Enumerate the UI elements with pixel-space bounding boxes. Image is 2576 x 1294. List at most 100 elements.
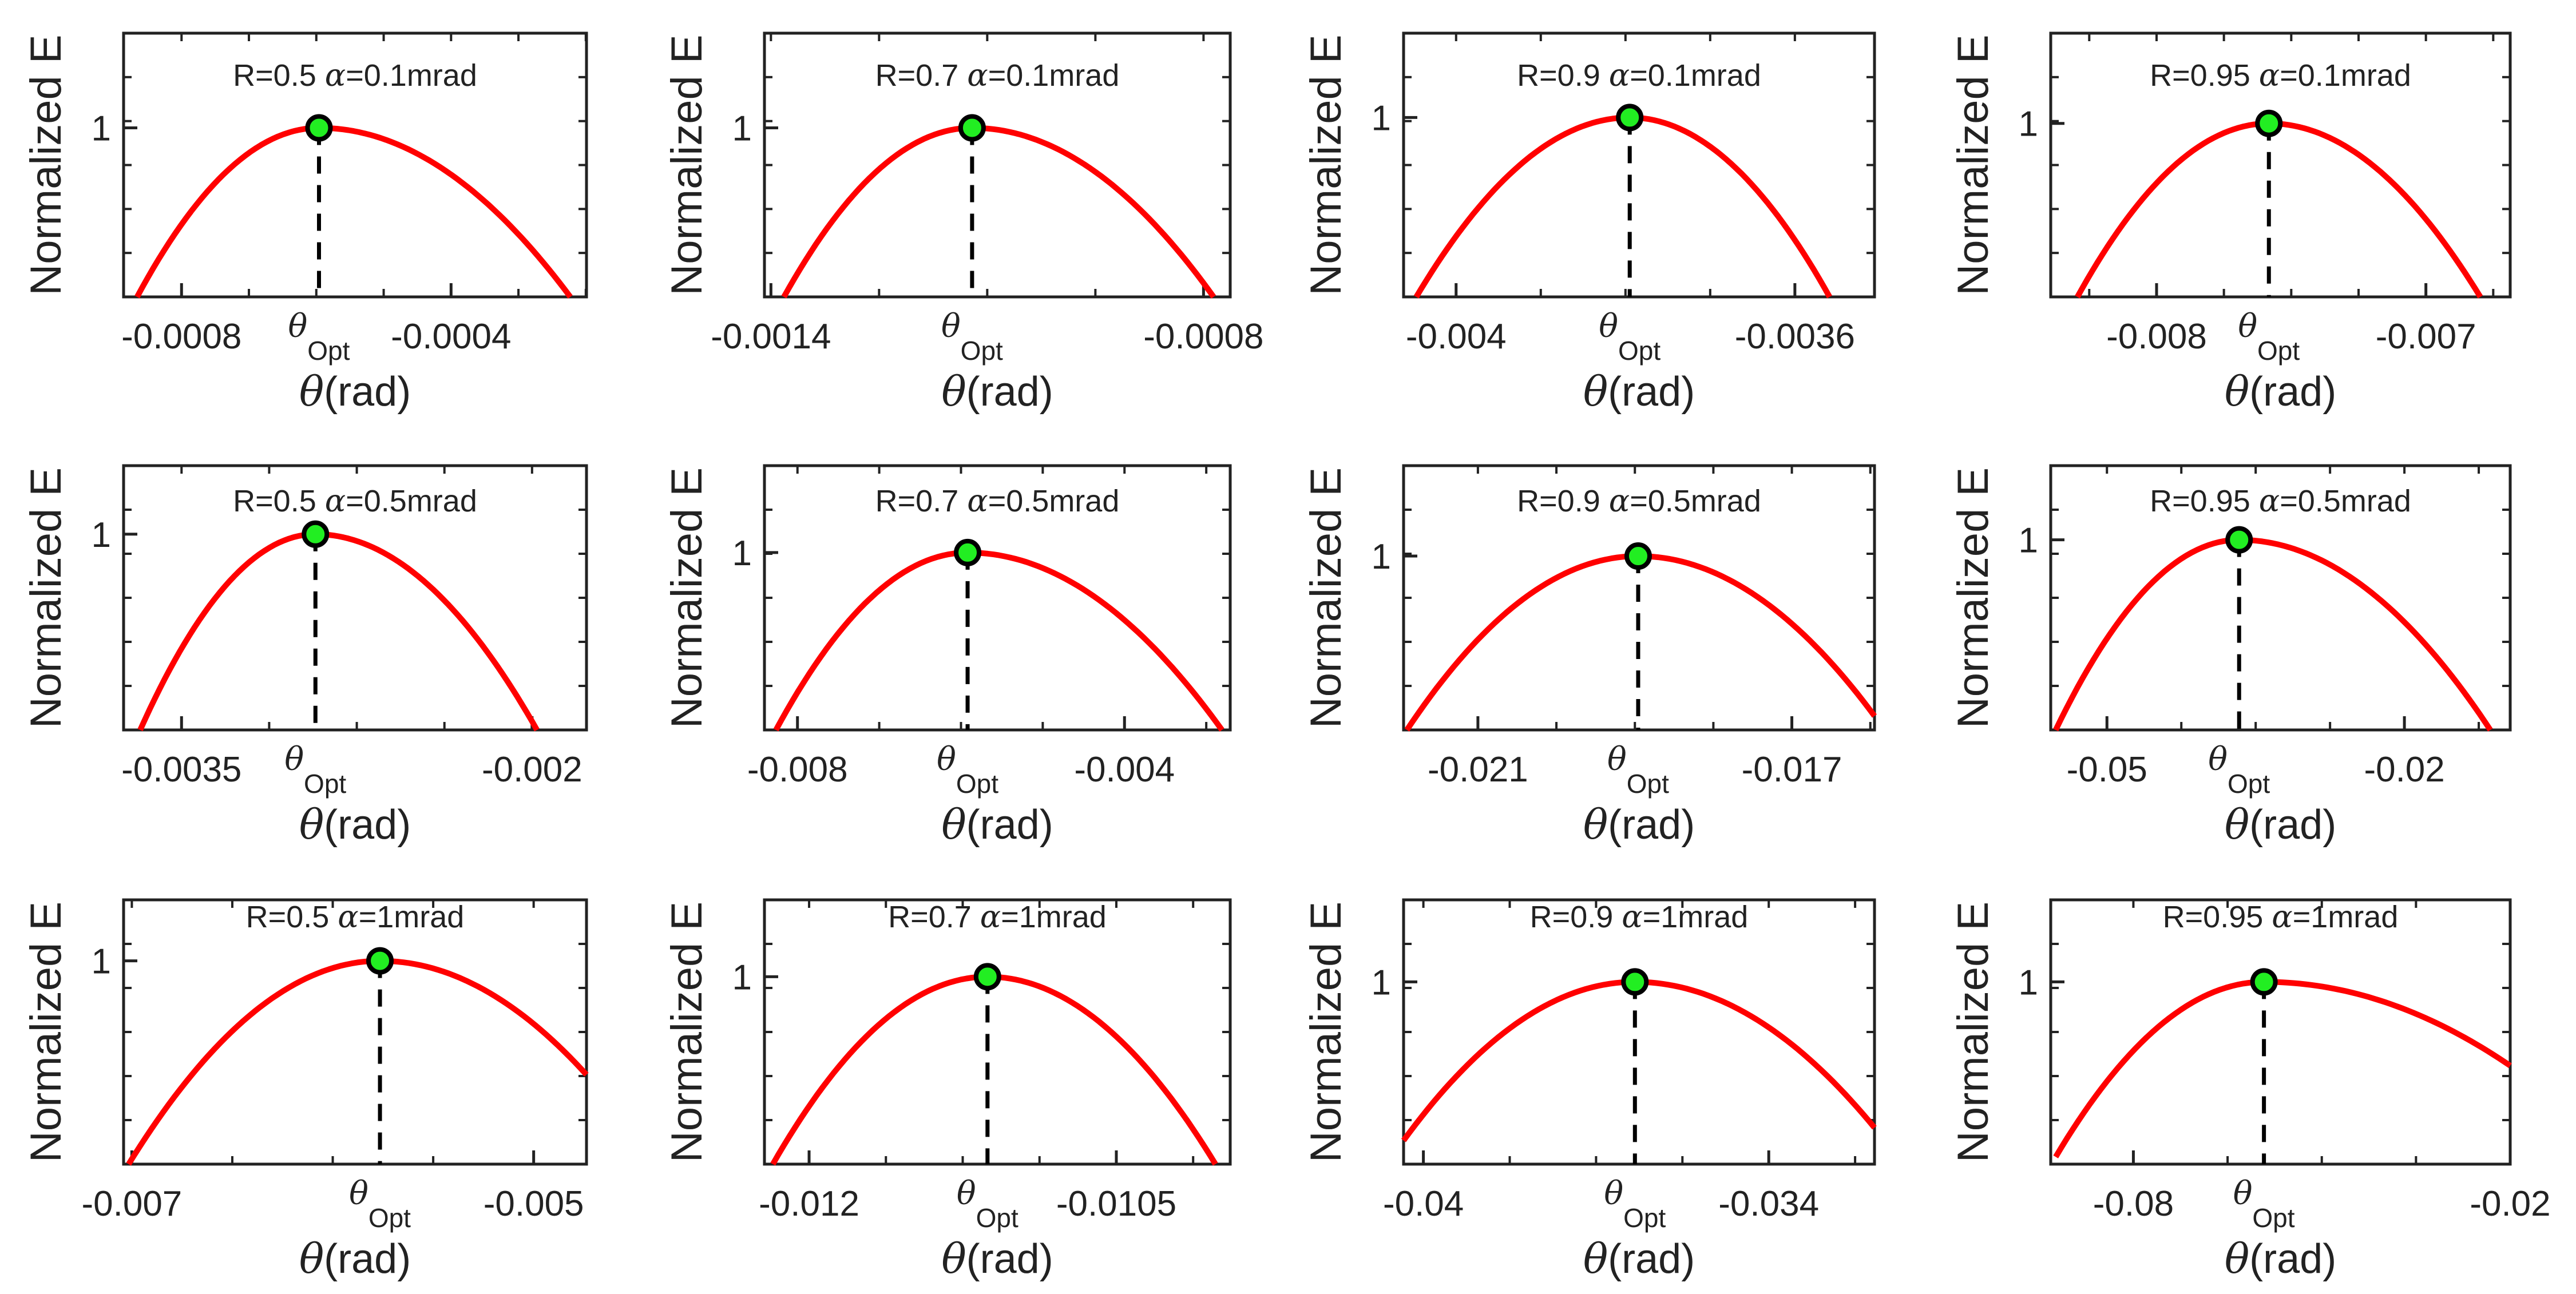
series-curve [2053, 979, 2512, 1158]
x-axis-unit: (rad) [324, 1236, 411, 1282]
x-axis-unit: (rad) [966, 369, 1053, 415]
theta-opt-label: θOpt [937, 741, 998, 799]
theta-opt-label: θOpt [2238, 308, 2300, 366]
title-alpha: α [2272, 899, 2292, 935]
axes-box [1402, 31, 1876, 299]
y-axis-label: Normalized E [1302, 902, 1350, 1162]
subplot-title: R=0.9 α=1mrad [1530, 899, 1749, 935]
y-tick-label: 1 [2019, 105, 2038, 144]
x-axis-unit: (rad) [2249, 802, 2336, 848]
x-axis-unit: (rad) [324, 802, 411, 848]
theta-opt-symbol: θ [1599, 308, 1618, 345]
optimum-marker [2250, 968, 2278, 996]
x-axis-label: θ(rad) [299, 367, 411, 415]
y-axis-label: Normalized E [1949, 34, 1998, 295]
theta-opt-symbol: θ [288, 308, 308, 345]
x-axis-label: θ(rad) [941, 367, 1053, 415]
y-tick-label: 1 [732, 958, 752, 997]
title-alpha: α [1622, 899, 1642, 935]
x-tick-label: -0.007 [2376, 317, 2476, 356]
y-tick-label: 1 [92, 515, 111, 555]
title-alpha-value: =1mrad [359, 900, 465, 934]
y-tick-label: 1 [2019, 521, 2038, 561]
title-alpha: α [980, 899, 1001, 935]
subplot-title: R=0.5 α=1mrad [246, 899, 465, 935]
x-axis-label: θ(rad) [2225, 367, 2336, 415]
x-axis-unit: (rad) [966, 1236, 1053, 1282]
y-axis-label: Normalized E [663, 34, 711, 295]
theta-opt-symbol: θ [2233, 1175, 2253, 1212]
theta-symbol: θ [299, 800, 324, 848]
x-tick-label: -0.034 [1718, 1184, 1819, 1224]
title-alpha: α [2259, 57, 2280, 93]
theta-symbol: θ [1583, 800, 1608, 848]
title-alpha: α [325, 483, 346, 519]
subplot-title: R=0.7 α=0.1mrad [875, 57, 1120, 93]
title-alpha-value: =1mrad [2293, 900, 2399, 934]
subplot-title: R=0.7 α=1mrad [888, 899, 1107, 935]
x-tick-label: -0.02 [2364, 750, 2444, 789]
theta-opt-label: θOpt [957, 1175, 1018, 1233]
y-axis-label: Normalized E [663, 467, 711, 728]
title-alpha-value: =0.1mrad [988, 58, 1120, 93]
theta-opt-label: θOpt [349, 1175, 411, 1233]
title-r: R=0.7 [888, 900, 980, 934]
optimum-marker [954, 538, 982, 566]
subplot-title: R=0.9 α=0.5mrad [1517, 483, 1761, 519]
x-tick-label: -0.005 [484, 1184, 584, 1224]
x-axis-unit: (rad) [966, 802, 1053, 848]
theta-opt-symbol: θ [2238, 308, 2257, 345]
title-alpha-value: =0.5mrad [1630, 484, 1761, 518]
x-axis-label: θ(rad) [1583, 367, 1695, 415]
x-tick-label: -0.021 [1428, 750, 1528, 789]
subplot-title: R=0.5 α=0.5mrad [233, 483, 477, 519]
title-r: R=0.9 [1517, 58, 1609, 93]
title-r: R=0.9 [1530, 900, 1622, 934]
x-axis-unit: (rad) [1608, 1236, 1695, 1282]
y-tick-label: 1 [1372, 963, 1391, 1002]
series-curve [773, 550, 1224, 732]
x-tick-label: -0.017 [1742, 750, 1842, 789]
x-axis-label: θ(rad) [299, 800, 411, 848]
theta-opt-subscript: Opt [956, 769, 998, 799]
subplot-title: R=0.9 α=0.1mrad [1517, 57, 1761, 93]
title-alpha-value: =1mrad [1001, 900, 1107, 934]
y-axis-label: Normalized E [1302, 467, 1350, 728]
x-axis-label: θ(rad) [1583, 1235, 1695, 1283]
axes-box [2049, 898, 2512, 1166]
y-axis-label: Normalized E [22, 34, 70, 295]
subplot-title: R=0.95 α=0.1mrad [2150, 57, 2411, 93]
optimum-marker [305, 114, 333, 142]
axes-box [122, 898, 588, 1166]
theta-opt-subscript: Opt [1627, 769, 1669, 799]
x-tick-label: -0.008 [2106, 317, 2207, 356]
x-tick-label: -0.002 [482, 750, 582, 789]
x-tick-label: -0.05 [2067, 750, 2147, 789]
subplot-title: R=0.95 α=1mrad [2163, 899, 2399, 935]
x-tick-label: -0.004 [1406, 317, 1507, 356]
theta-opt-subscript: Opt [2228, 769, 2270, 799]
series-curve [134, 125, 573, 299]
x-tick-label: -0.02 [2470, 1184, 2550, 1224]
title-alpha-value: =0.1mrad [2280, 58, 2411, 93]
subplot-title: R=0.95 α=0.5mrad [2150, 483, 2411, 519]
theta-symbol: θ [2225, 367, 2249, 415]
series-curve [781, 125, 1216, 299]
theta-opt-label: θOpt [288, 308, 350, 366]
x-tick-label: -0.0008 [121, 317, 241, 356]
optimum-marker [1621, 968, 1649, 996]
x-tick-label: -0.0105 [1056, 1184, 1176, 1224]
theta-opt-symbol: θ [284, 741, 304, 778]
x-axis-label: θ(rad) [2225, 1235, 2336, 1283]
x-axis-unit: (rad) [2249, 369, 2336, 415]
title-alpha-value: =1mrad [1643, 900, 1749, 934]
title-r: R=0.95 [2150, 58, 2259, 93]
